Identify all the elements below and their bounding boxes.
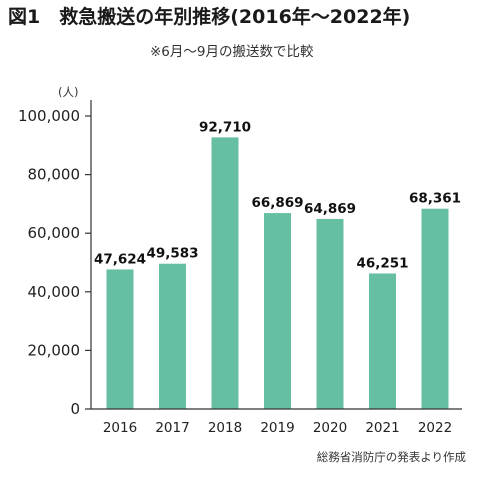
bar-2017 xyxy=(159,263,186,409)
data-label-2017: 49,583 xyxy=(146,246,198,262)
y-axis-unit: (人) xyxy=(58,85,78,99)
y-tick-label: 40,000 xyxy=(28,283,81,301)
y-tick-label: 20,000 xyxy=(28,341,81,359)
x-tick-label-2019: 2019 xyxy=(260,420,294,436)
data-label-2016: 47,624 xyxy=(94,251,146,267)
data-label-2020: 64,869 xyxy=(304,201,356,217)
y-axis-ticks: 0 20,000 40,000 60,000 80,000 100,000 xyxy=(18,107,91,418)
data-label-2021: 46,251 xyxy=(356,255,408,271)
bar-2016 xyxy=(106,269,134,409)
bars xyxy=(106,137,449,410)
x-tick-label-2018: 2018 xyxy=(208,420,242,436)
data-label-2019: 66,869 xyxy=(251,195,303,211)
chart-source: 総務省消防庁の発表より作成 xyxy=(317,450,467,464)
data-label-2018: 92,710 xyxy=(199,119,251,135)
chart-title: 図1 救急搬送の年別推移(2016年〜2022年) xyxy=(8,5,410,28)
x-tick-label-2017: 2017 xyxy=(155,420,189,436)
y-tick-label: 0 xyxy=(70,400,80,418)
chart-subtitle: ※6月〜9月の搬送数で比較 xyxy=(150,44,314,60)
data-label-2022: 68,361 xyxy=(409,191,461,207)
bar-2018 xyxy=(211,137,239,410)
x-tick-label-2016: 2016 xyxy=(103,420,137,436)
bar-2022 xyxy=(421,208,449,409)
x-tick-label-2022: 2022 xyxy=(418,420,452,436)
y-tick-label: 80,000 xyxy=(28,166,81,184)
bar-2020 xyxy=(316,218,344,409)
y-tick-label: 100,000 xyxy=(18,107,80,125)
data-labels: 47,624 49,583 92,710 66,869 64,869 46,251 68,3… xyxy=(94,119,461,271)
y-tick-label: 60,000 xyxy=(28,224,81,242)
x-tick-label-2020: 2020 xyxy=(313,420,347,436)
x-tick-label-2021: 2021 xyxy=(365,420,399,436)
x-axis-ticks: 2016 2017 2018 2019 2020 2021 2022 xyxy=(103,420,452,436)
bar-2019 xyxy=(264,213,291,409)
bar-2021 xyxy=(369,273,396,409)
